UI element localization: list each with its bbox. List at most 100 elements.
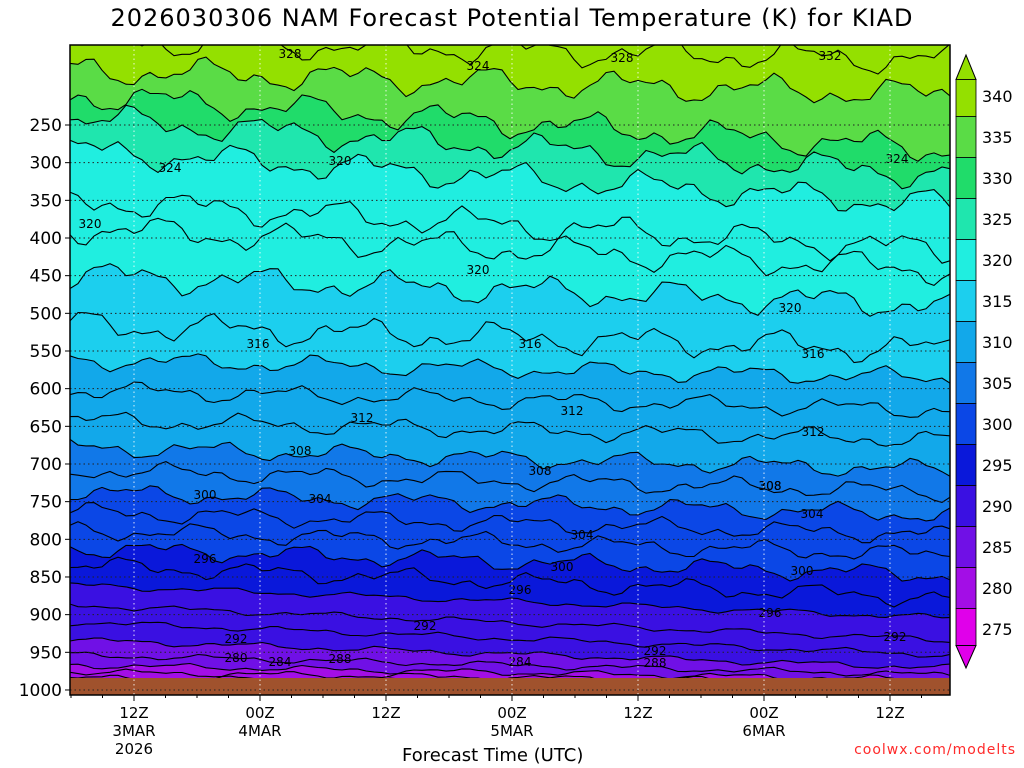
colorbar-label: 280: [982, 579, 1013, 598]
contour-line: [70, 411, 950, 447]
colorbar-label: 300: [982, 415, 1013, 434]
contour-line: [70, 582, 950, 619]
x-tick-label: 6MAR: [742, 722, 785, 740]
y-tick-label: 450: [30, 267, 62, 287]
colorbar-label: 275: [982, 620, 1013, 639]
contour-label: 288: [329, 652, 352, 666]
x-tick-label: 2026: [115, 740, 153, 758]
contour-line: [70, 104, 950, 190]
contour-label: 292: [225, 632, 248, 646]
colorbar-swatch: [955, 198, 977, 240]
contour-label: 324: [159, 161, 182, 175]
contour-label: 292: [884, 630, 907, 644]
contour-line: [70, 543, 950, 582]
colorbar-bottom-arrow: [955, 645, 977, 670]
contour-line: [70, 603, 950, 643]
x-tick-label: 00Z: [245, 704, 274, 722]
contour-label: 316: [802, 347, 825, 361]
colorbar-label: 320: [982, 251, 1013, 270]
contour-line: [70, 521, 950, 560]
contour-label: 292: [644, 644, 667, 658]
y-tick-label: 1000: [19, 681, 62, 701]
contour-label: 324: [886, 152, 909, 166]
contour-line: [70, 139, 950, 212]
x-tick-label: 12Z: [623, 704, 652, 722]
contour-line: [70, 556, 950, 608]
contour-label: 324: [467, 59, 490, 73]
x-tick-label: 00Z: [749, 704, 778, 722]
credit-text[interactable]: coolwx.com/modelts: [854, 742, 1016, 758]
ground-fill: [70, 678, 950, 695]
y-tick-label: 650: [30, 417, 62, 437]
colorbar-label: 335: [982, 128, 1013, 147]
contour-label: 312: [351, 411, 374, 425]
contour-label: 304: [309, 492, 332, 506]
contour-label: 304: [571, 528, 594, 542]
colorbar-top-arrow: [955, 53, 977, 80]
y-tick-label: 600: [30, 380, 62, 400]
contour-label: 316: [247, 337, 270, 351]
contour-label: 320: [329, 154, 352, 168]
x-tick-label: 5MAR: [490, 722, 533, 740]
y-tick-label: 250: [30, 116, 62, 136]
colorbar-label: 325: [982, 210, 1013, 229]
contour-label: 320: [779, 301, 802, 315]
colorbar-label: 295: [982, 456, 1013, 475]
colorbar-swatch: [955, 608, 977, 646]
contour-label: 312: [561, 404, 584, 418]
colorbar-label: 310: [982, 333, 1013, 352]
contour-label: 300: [194, 488, 217, 502]
contour-label: 284: [509, 655, 532, 669]
colorbar-swatch: [955, 157, 977, 199]
y-tick-label: 850: [30, 568, 62, 588]
plot-area: 328 332 324 328 324 320 324 320 320 320 316 316 316 3…: [70, 45, 950, 695]
colorbar-swatch: [955, 567, 977, 609]
x-axis-title: Forecast Time (UTC): [402, 745, 584, 766]
contour-label: 312: [802, 425, 825, 439]
y-tick-label: 350: [30, 191, 62, 211]
contour-line: [70, 263, 950, 317]
contour-line: [70, 502, 950, 544]
contour-line: [70, 353, 950, 384]
colorbar-swatch: [955, 444, 977, 486]
contour-line: [70, 460, 950, 503]
x-tick-label: 3MAR: [112, 722, 155, 740]
contour-label: 288: [644, 656, 667, 670]
contour-line: [70, 381, 950, 418]
contour-line: [70, 311, 950, 364]
contour-label: 328: [279, 47, 302, 61]
contour-label: 328: [611, 51, 634, 65]
contour-label: 300: [551, 560, 574, 574]
contour-line: [70, 88, 950, 162]
contour-label: 284: [269, 655, 292, 669]
contour-line: [70, 485, 950, 522]
x-tick-label: 12Z: [371, 704, 400, 722]
y-tick-label: 550: [30, 342, 62, 362]
x-tick-label: 12Z: [875, 704, 904, 722]
grid-lines: [70, 45, 950, 695]
x-tick-label: 00Z: [497, 704, 526, 722]
colorbar-label: 330: [982, 169, 1013, 188]
y-tick-label: 900: [30, 606, 62, 626]
colorbar-swatch: [955, 362, 977, 404]
contour-line: [70, 651, 950, 677]
colorbar-label: 340: [982, 87, 1013, 106]
contour-line: [138, 45, 950, 75]
contour-label: 320: [467, 263, 490, 277]
contour-line: [70, 637, 950, 669]
x-tick-label: 12Z: [119, 704, 148, 722]
contour-label: 296: [509, 583, 532, 597]
y-tick-label: 400: [30, 229, 62, 249]
colorbar-swatch: [955, 79, 977, 117]
chart-title: 2026030306 NAM Forecast Potential Temper…: [110, 4, 914, 32]
colorbar: 340 335 330 325 320 315 310 305 300 295 290 285 280 2…: [955, 53, 1013, 670]
contour-line: [70, 217, 950, 287]
contour-line: [70, 438, 950, 477]
contour-label: 296: [194, 552, 217, 566]
contour-label: 300: [791, 564, 814, 578]
colorbar-swatch: [955, 280, 977, 322]
y-tick-label: 800: [30, 530, 62, 550]
contour-label: 308: [529, 464, 552, 478]
contour-label: 332: [819, 49, 842, 63]
